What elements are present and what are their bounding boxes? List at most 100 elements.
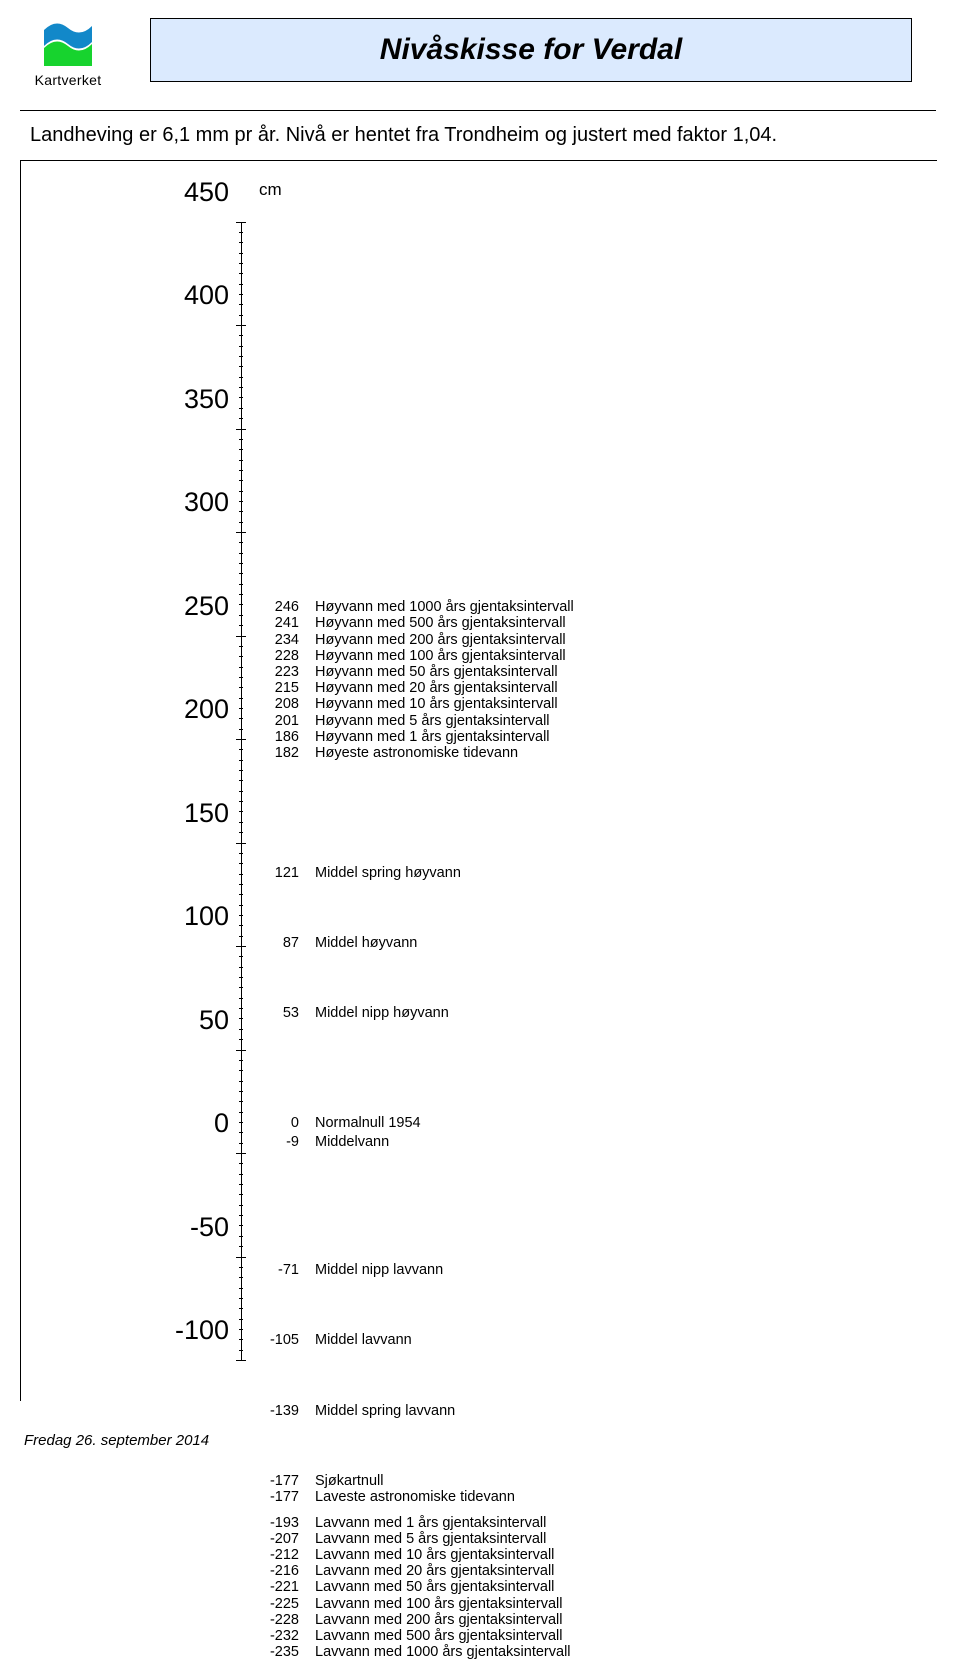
level-label: Middel spring lavvann [315, 1403, 455, 1419]
level-value: -9 [261, 1134, 299, 1150]
minor-tick [239, 1329, 243, 1330]
level-label: Lavvann med 500 års gjentaksintervall [315, 1628, 562, 1644]
minor-tick [239, 594, 243, 595]
level-label: Middel nipp lavvann [315, 1262, 443, 1278]
minor-tick [239, 366, 243, 367]
level-item: 215Høyvann med 20 års gjentaksintervall [261, 680, 558, 696]
level-label: Høyvann med 5 års gjentaksintervall [315, 713, 550, 729]
major-tick [236, 843, 246, 844]
minor-tick [239, 242, 243, 243]
description: Landheving er 6,1 mm pr år. Nivå er hent… [30, 124, 777, 147]
level-value: -177 [261, 1489, 299, 1505]
major-tick [236, 946, 246, 947]
major-tick [236, 1257, 246, 1258]
minor-tick [239, 1236, 243, 1237]
axis-label: -100 [169, 1315, 229, 1346]
level-value: 201 [261, 713, 299, 729]
minor-tick [239, 1101, 243, 1102]
minor-tick [239, 1008, 243, 1009]
major-tick [236, 636, 246, 637]
minor-tick [239, 677, 243, 678]
logo-text: Kartverket [24, 72, 112, 88]
level-value: -216 [261, 1563, 299, 1579]
minor-tick [239, 1143, 243, 1144]
minor-tick [239, 335, 243, 336]
level-value: 228 [261, 648, 299, 664]
level-label: Lavvann med 20 års gjentaksintervall [315, 1563, 554, 1579]
level-value: -225 [261, 1596, 299, 1612]
level-label: Laveste astronomiske tidevann [315, 1489, 515, 1505]
minor-tick [239, 1029, 243, 1030]
level-value: 223 [261, 664, 299, 680]
level-label: Høyvann med 20 års gjentaksintervall [315, 680, 558, 696]
major-tick [236, 1153, 246, 1154]
level-label: Lavvann med 1 års gjentaksintervall [315, 1515, 546, 1531]
minor-tick [239, 470, 243, 471]
level-label: Middel nipp høyvann [315, 1005, 449, 1021]
minor-tick [239, 1194, 243, 1195]
level-item: 241 Høyvann med 500 års gjentaksintervall [261, 615, 566, 631]
level-value: -193 [261, 1515, 299, 1531]
level-value: -221 [261, 1579, 299, 1595]
minor-tick [239, 987, 243, 988]
level-value: -105 [261, 1332, 299, 1348]
level-value: -235 [261, 1644, 299, 1660]
minor-tick [239, 284, 243, 285]
minor-tick [239, 1246, 243, 1247]
level-item: 182Høyeste astronomiske tidevann [261, 745, 518, 761]
level-item: 53Middel nipp høyvann [261, 1005, 449, 1021]
level-label: Lavvann med 5 års gjentaksintervall [315, 1531, 546, 1547]
minor-tick [239, 387, 243, 388]
minor-tick [239, 667, 243, 668]
axis-label: 250 [169, 591, 229, 622]
level-label: Lavvann med 1000 års gjentaksintervall [315, 1644, 571, 1660]
level-item: 228 Høyvann med 100 års gjentaksintervall [261, 648, 566, 664]
axis-label: 100 [169, 901, 229, 932]
axis-label: 150 [169, 798, 229, 829]
level-item: 246 Høyvann med 1000 års gjentaksinterval… [261, 599, 574, 615]
logo: Kartverket [24, 16, 112, 88]
level-value: -212 [261, 1547, 299, 1563]
level-item: 121Middel spring høyvann [261, 865, 461, 881]
minor-tick [239, 729, 243, 730]
footer-date: Fredag 26. september 2014 [24, 1432, 209, 1449]
page-title: Nivåskisse for Verdal [151, 33, 911, 67]
level-value: 241 [261, 615, 299, 631]
level-item: 186Høyvann med 1 års gjentaksintervall [261, 729, 550, 745]
axis-label: -50 [169, 1212, 229, 1243]
level-item: -105Middel lavvann [261, 1332, 412, 1348]
minor-tick [239, 822, 243, 823]
minor-tick [239, 232, 243, 233]
level-label: Høyvann med 100 års gjentaksintervall [315, 648, 566, 664]
minor-tick [239, 1122, 243, 1123]
minor-tick [239, 1267, 243, 1268]
minor-tick [239, 418, 243, 419]
level-item: 201 Høyvann med 5 års gjentaksintervall [261, 713, 550, 729]
level-value: 246 [261, 599, 299, 615]
chart: 450400350300250200150100500-50-100cm246H… [21, 161, 937, 1401]
minor-tick [239, 998, 243, 999]
level-label: Høyvann med 10 års gjentaksintervall [315, 696, 558, 712]
level-value: 0 [261, 1115, 299, 1131]
axis-label: 400 [169, 280, 229, 311]
axis-label: 50 [169, 1005, 229, 1036]
minor-tick [239, 377, 243, 378]
minor-tick [239, 563, 243, 564]
level-label: Høyvann med 1000 års gjentaksintervall [315, 599, 574, 615]
minor-tick [239, 397, 243, 398]
minor-tick [239, 1298, 243, 1299]
minor-tick [239, 573, 243, 574]
minor-tick [239, 1205, 243, 1206]
level-item: 0Normalnull 1954 [261, 1115, 421, 1131]
level-value: 234 [261, 632, 299, 648]
axis-label: 300 [169, 487, 229, 518]
level-label: Høyvann med 500 års gjentaksintervall [315, 615, 566, 631]
minor-tick [239, 1039, 243, 1040]
minor-tick [239, 863, 243, 864]
minor-tick [239, 874, 243, 875]
level-item: -193 Lavvann med 1 års gjentaksintervall [261, 1515, 546, 1531]
minor-tick [239, 1018, 243, 1019]
minor-tick [239, 1112, 243, 1113]
minor-tick [239, 1277, 243, 1278]
minor-tick [239, 718, 243, 719]
